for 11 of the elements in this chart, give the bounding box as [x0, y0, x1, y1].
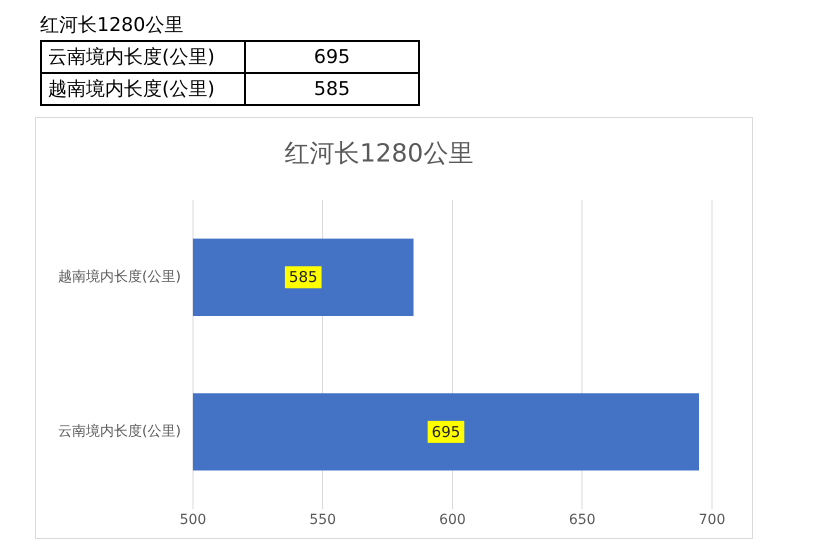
chart-title: 红河长1280公里 [284, 138, 474, 168]
data-label: 695 [432, 422, 460, 441]
x-tick-label: 600 [439, 512, 466, 528]
data-label: 695 [245, 41, 419, 73]
x-tick-label: 650 [568, 512, 596, 528]
data-label: 585 [288, 268, 318, 286]
text: 红河长1280公里 [40, 13, 184, 38]
x-tick-label: 500 [180, 512, 206, 528]
x-tick-label: 700 [698, 512, 726, 528]
data-label: 585 [245, 73, 419, 105]
x-tick-label: 550 [309, 512, 336, 528]
